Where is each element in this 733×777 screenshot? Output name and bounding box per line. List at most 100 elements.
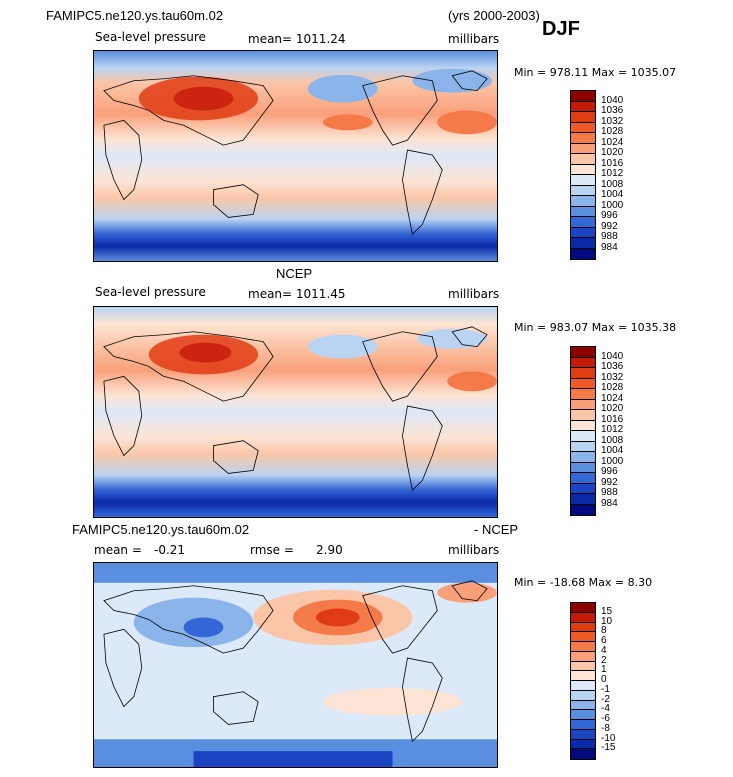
colorbar-tick-label: -15 (601, 742, 616, 754)
colorbar-tick-label: 1008 (601, 178, 624, 190)
panel2-mean: mean= 1011.45 (248, 287, 346, 301)
colorbar-tick-label: 1032 (601, 371, 624, 383)
panel2-aleutian-low (307, 334, 378, 359)
colorbar-tick-label: 984 (601, 241, 618, 253)
colorbar-tick-label: 2 (601, 654, 607, 666)
colorbar-tick-label: 1020 (601, 147, 624, 158)
panel3-minmax: Min = -18.68 Max = 8.30 (514, 576, 653, 589)
years-label: (yrs 2000-2003) (448, 8, 540, 23)
colorbar-tick-label: -4 (601, 703, 610, 715)
colorbar-tick-label: 1028 (601, 126, 624, 137)
colorbar-swatch (571, 399, 595, 410)
colorbar-swatch (571, 238, 595, 249)
colorbar-swatch (571, 175, 595, 186)
colorbar-tick-label: -1 (601, 683, 610, 695)
panel3-units: millibars (448, 543, 500, 557)
colorbar-swatch (571, 101, 595, 112)
colorbar-swatch (571, 217, 595, 228)
panel2-variable: Sea-level pressure (95, 285, 206, 299)
colorbar-swatch (571, 248, 595, 259)
colorbar-swatch (571, 452, 595, 463)
panel2-icelandic-low (417, 328, 488, 349)
colorbar-swatch (571, 431, 595, 442)
panel3-map (93, 562, 498, 768)
panel1-coastlines (103, 70, 488, 236)
case-title: FAMIPC5.ne120.ys.tau60m.02 (46, 8, 224, 23)
colorbar-tick-label: 996 (601, 466, 618, 477)
colorbar-tick-label: 0 (601, 674, 607, 685)
colorbar-tick-label: 1012 (601, 168, 624, 179)
colorbar-swatch (571, 441, 595, 452)
colorbar-tick-label: 4 (601, 644, 607, 656)
colorbar-diff (570, 602, 596, 760)
colorbar-swatch (571, 622, 595, 633)
panel2-map (93, 306, 498, 518)
colorbar-tick-label: 1028 (601, 382, 624, 393)
colorbar-swatch (571, 504, 595, 515)
colorbar-tick-label: 1036 (601, 361, 624, 372)
colorbar-swatch (571, 749, 595, 759)
colorbar-tick-label: 1008 (601, 434, 624, 446)
colorbar-swatch (571, 651, 595, 662)
colorbar-abs-1 (570, 90, 596, 260)
colorbar-swatch (571, 671, 595, 681)
colorbar-tick-label: 1004 (601, 445, 624, 456)
colorbar-tick-label: 1 (601, 664, 607, 676)
colorbar-swatch (571, 164, 595, 175)
colorbar-swatch (571, 143, 595, 154)
colorbar-swatch (571, 483, 595, 494)
colorbar-swatch (571, 347, 595, 358)
colorbar-swatch (571, 473, 595, 484)
colorbar-swatch (571, 91, 595, 102)
colorbar-swatch (571, 642, 595, 652)
colorbar-tick-label: 984 (601, 497, 618, 509)
colorbar-tick-label: 1000 (601, 199, 624, 211)
colorbar-tick-label: 988 (601, 487, 618, 498)
colorbar-tick-label: 1012 (601, 424, 624, 435)
panel2-minmax: Min = 983.07 Max = 1035.38 (514, 321, 677, 334)
colorbar-swatch (571, 720, 595, 730)
colorbar-tick-label: 1020 (601, 403, 624, 414)
colorbar-tick-label: -10 (601, 732, 616, 744)
colorbar-swatch (571, 710, 595, 720)
colorbar-swatch (571, 368, 595, 379)
panel3-mean-label: mean = (94, 543, 142, 557)
panel2-coastlines (103, 326, 488, 492)
colorbar-swatch (571, 494, 595, 505)
colorbar-swatch (571, 122, 595, 133)
colorbar-swatch (571, 700, 595, 711)
colorbar-tick-label: -2 (601, 693, 610, 705)
colorbar-swatch (571, 739, 595, 750)
colorbar-tick-label: 1004 (601, 189, 624, 200)
colorbar-tick-label: 10 (601, 615, 613, 627)
colorbar-swatch (571, 410, 595, 421)
colorbar-swatch (571, 462, 595, 473)
colorbar-swatch (571, 227, 595, 238)
panel2-units: millibars (448, 287, 500, 301)
colorbar-swatch (571, 612, 595, 623)
colorbar-swatch (571, 206, 595, 217)
panel1-aleutian-low (307, 74, 378, 103)
colorbar-swatch (571, 681, 595, 691)
colorbar-tick-label: 992 (601, 220, 618, 232)
colorbar-tick-label: 1032 (601, 115, 624, 127)
colorbar-tick-label: 992 (601, 476, 618, 488)
colorbar-swatch (571, 185, 595, 196)
season-label: DJF (542, 18, 580, 40)
panel3-title-right: - NCEP (474, 522, 519, 537)
colorbar-swatch (571, 632, 595, 642)
panel3-rmse-label: rmse = (250, 543, 294, 557)
colorbar-swatch (571, 154, 595, 165)
panel1-map (93, 50, 498, 262)
colorbar-tick-label: 1000 (601, 455, 624, 467)
panel1-units: millibars (448, 32, 500, 46)
colorbar-swatch (571, 133, 595, 144)
panel1-variable: Sea-level pressure (95, 30, 206, 44)
colorbar-tick-label: 988 (601, 231, 618, 242)
colorbar-tick-label: 15 (601, 605, 613, 617)
colorbar-swatch (571, 420, 595, 431)
colorbar-abs-2 (570, 346, 596, 516)
colorbar-tick-label: 996 (601, 210, 618, 221)
panel2-title: NCEP (276, 266, 313, 281)
colorbar-tick-label: 1024 (601, 392, 624, 404)
